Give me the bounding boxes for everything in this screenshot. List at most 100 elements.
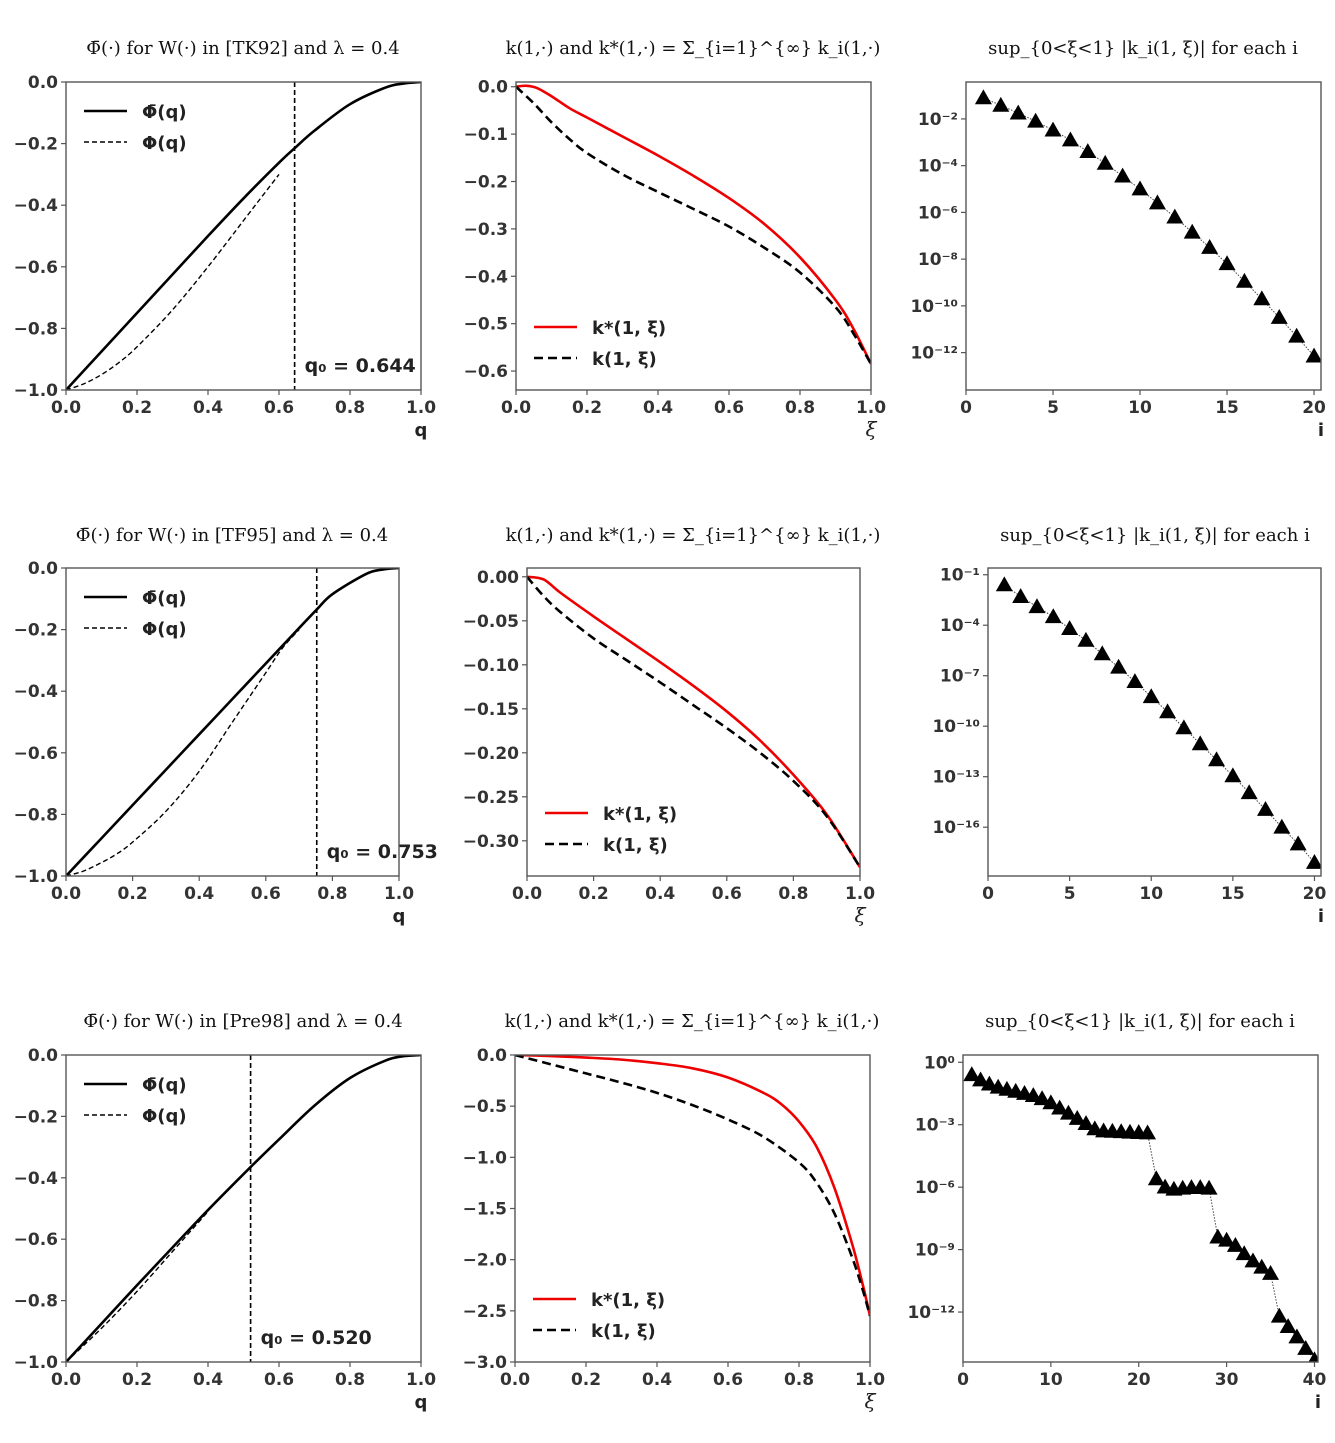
plot-area: q₀ = 0.753 0.0 0.2 0.4 0.6 0.8 1.0 0.0 −0.2 −0.4 −… xyxy=(14,559,438,927)
y-tick-label: 10⁻⁹ xyxy=(915,1241,955,1261)
series-line-phi-bar xyxy=(66,82,421,390)
q0-annotation: q₀ = 0.520 xyxy=(261,1327,372,1349)
triangle-marker xyxy=(1044,121,1062,137)
series-group xyxy=(66,568,399,876)
y-tick-label: −1.0 xyxy=(463,1148,508,1168)
x-axis-label: i xyxy=(1315,1392,1321,1413)
y-tick-label: −0.6 xyxy=(464,362,508,382)
x-tick-label: 0.6 xyxy=(714,398,744,418)
series-group xyxy=(66,1055,421,1362)
triangle-marker xyxy=(1270,309,1288,324)
legend-label: k(1, ξ) xyxy=(591,1321,656,1342)
x-tick-label: 40 xyxy=(1303,1370,1327,1390)
x-tick-label: 15 xyxy=(1215,398,1239,418)
y-tick-label: −2.5 xyxy=(463,1302,507,1322)
y-tick-label: −0.5 xyxy=(463,1097,507,1117)
x-tick-label: 0.2 xyxy=(122,1370,152,1390)
x-tick-label: 0.6 xyxy=(264,1370,294,1390)
triangle-marker xyxy=(1253,290,1271,306)
legend: k*(1, ξ) k(1, ξ) xyxy=(545,804,677,856)
x-tick-label: 0.2 xyxy=(118,884,148,904)
panel-r2-k: k(1,·) and k*(1,·) = Σ_{i=1}^{∞} k_i(1,·… xyxy=(463,525,881,927)
triangle-marker xyxy=(1077,1115,1095,1131)
x-tick-label: 0.4 xyxy=(645,884,675,904)
panel-title: sup_{0<ξ<1} |k_i(1, ξ)| for each i xyxy=(988,38,1298,59)
y-tick-label: 10⁻¹³ xyxy=(932,768,980,788)
panel-title: sup_{0<ξ<1} |k_i(1, ξ)| for each i xyxy=(1000,525,1310,546)
axes-frame xyxy=(65,1054,422,1363)
triangle-marker xyxy=(1253,1258,1271,1274)
x-tick-label: 0.8 xyxy=(317,884,347,904)
x-tick-label: 0 xyxy=(957,1370,969,1390)
series-group xyxy=(527,575,860,868)
y-tick-label: 10⁻⁶ xyxy=(915,1178,955,1198)
legend-label: Φ̄(q) xyxy=(142,588,187,609)
x-axis-label: q xyxy=(415,420,428,441)
series-group xyxy=(995,576,1321,869)
panel-r3-sup: sup_{0<ξ<1} |k_i(1, ξ)| for each i 0 10 20… xyxy=(907,1011,1326,1413)
triangle-marker xyxy=(1235,272,1253,288)
y-tick-label: 0.0 xyxy=(28,73,58,93)
y-tick-label: −1.0 xyxy=(14,1353,59,1373)
triangle-marker xyxy=(1042,1094,1060,1110)
axes-frame xyxy=(526,567,861,877)
series-line-k-star xyxy=(516,84,871,365)
series-line-phi xyxy=(66,629,300,876)
panel-title: Φ̄(·) for W(·) in [TK92] and λ = 0.4 xyxy=(86,38,399,59)
x-tick-label: 0.2 xyxy=(572,398,602,418)
axes-frame xyxy=(65,567,400,877)
panel-r2-sup: sup_{0<ξ<1} |k_i(1, ξ)| for each i 0 5 10 1… xyxy=(932,525,1326,927)
connector-line xyxy=(971,1074,1315,1361)
panel-title: k(1,·) and k*(1,·) = Σ_{i=1}^{∞} k_i(1,·… xyxy=(506,525,881,546)
triangle-marker xyxy=(1191,735,1209,751)
legend: Φ̄(q) Φ(q) xyxy=(84,1075,187,1127)
connector-line xyxy=(1004,584,1315,863)
legend: k*(1, ξ) k(1, ξ) xyxy=(534,318,666,370)
triangle-marker xyxy=(1051,1099,1069,1115)
x-tick-label: 30 xyxy=(1215,1370,1239,1390)
x-tick-label: 10 xyxy=(1128,398,1152,418)
plot-area: q₀ = 0.520 0.0 0.2 0.4 0.6 0.8 1.0 0.0 −0.2 −0.4 −… xyxy=(14,1046,437,1413)
triangle-marker xyxy=(992,96,1010,112)
x-tick-label: 0.0 xyxy=(512,884,542,904)
series-line-k-star xyxy=(515,1055,870,1317)
legend-label: Φ̄(q) xyxy=(142,102,187,123)
y-tick-label: −0.30 xyxy=(463,832,519,852)
legend: Φ̄(q) Φ(q) xyxy=(84,102,187,154)
x-tick-label: 1.0 xyxy=(384,884,414,904)
y-tick-label: −0.4 xyxy=(14,1169,59,1189)
triangle-marker xyxy=(1270,1307,1288,1323)
plot-area: 0 10 20 30 40 10⁰ 10⁻³ 10⁻⁶ 10⁻⁹ 10⁻¹² i xyxy=(907,1053,1326,1413)
triangle-marker xyxy=(1279,1318,1297,1333)
x-axis-label: ξ xyxy=(854,903,866,927)
x-tick-label: 15 xyxy=(1221,884,1245,904)
y-tick-label: 10⁻² xyxy=(918,110,958,130)
panel-r1-sup: sup_{0<ξ<1} |k_i(1, ξ)| for each i 0 5 10 1… xyxy=(910,38,1326,441)
y-tick-label: 10⁻¹⁶ xyxy=(932,818,980,838)
x-tick-label: 0.8 xyxy=(784,1370,814,1390)
legend-label: k*(1, ξ) xyxy=(603,804,677,825)
triangle-marker xyxy=(1175,719,1193,735)
y-tick-label: −0.1 xyxy=(464,125,508,145)
triangle-marker xyxy=(1131,180,1149,196)
x-tick-label: 0.6 xyxy=(712,884,742,904)
y-tick-label: −0.6 xyxy=(14,1230,58,1250)
legend-label: k(1, ξ) xyxy=(592,349,657,370)
triangle-marker xyxy=(1240,784,1258,800)
plot-area: 0.0 0.2 0.4 0.6 0.8 1.0 0.0 −0.1 −0.2 −0.3 −0.4 −0.… xyxy=(464,78,887,441)
triangle-marker xyxy=(972,1071,990,1087)
x-tick-label: 0.0 xyxy=(51,884,81,904)
x-tick-label: 0.0 xyxy=(500,1370,530,1390)
triangle-marker xyxy=(1262,1265,1280,1280)
triangle-marker xyxy=(1077,631,1095,647)
triangle-marker xyxy=(1044,608,1062,624)
x-tick-label: 0.0 xyxy=(51,1370,81,1390)
series-line-k xyxy=(527,575,860,868)
x-tick-label: 0.4 xyxy=(643,398,673,418)
y-tick-label: −1.0 xyxy=(14,867,59,887)
y-tick-label: −0.15 xyxy=(463,700,519,720)
y-tick-label: −3.0 xyxy=(463,1353,508,1373)
x-tick-label: 0.8 xyxy=(335,398,365,418)
panel-title: Φ̄(·) for W(·) in [Pre98] and λ = 0.4 xyxy=(83,1011,402,1032)
triangle-marker xyxy=(1183,223,1201,239)
